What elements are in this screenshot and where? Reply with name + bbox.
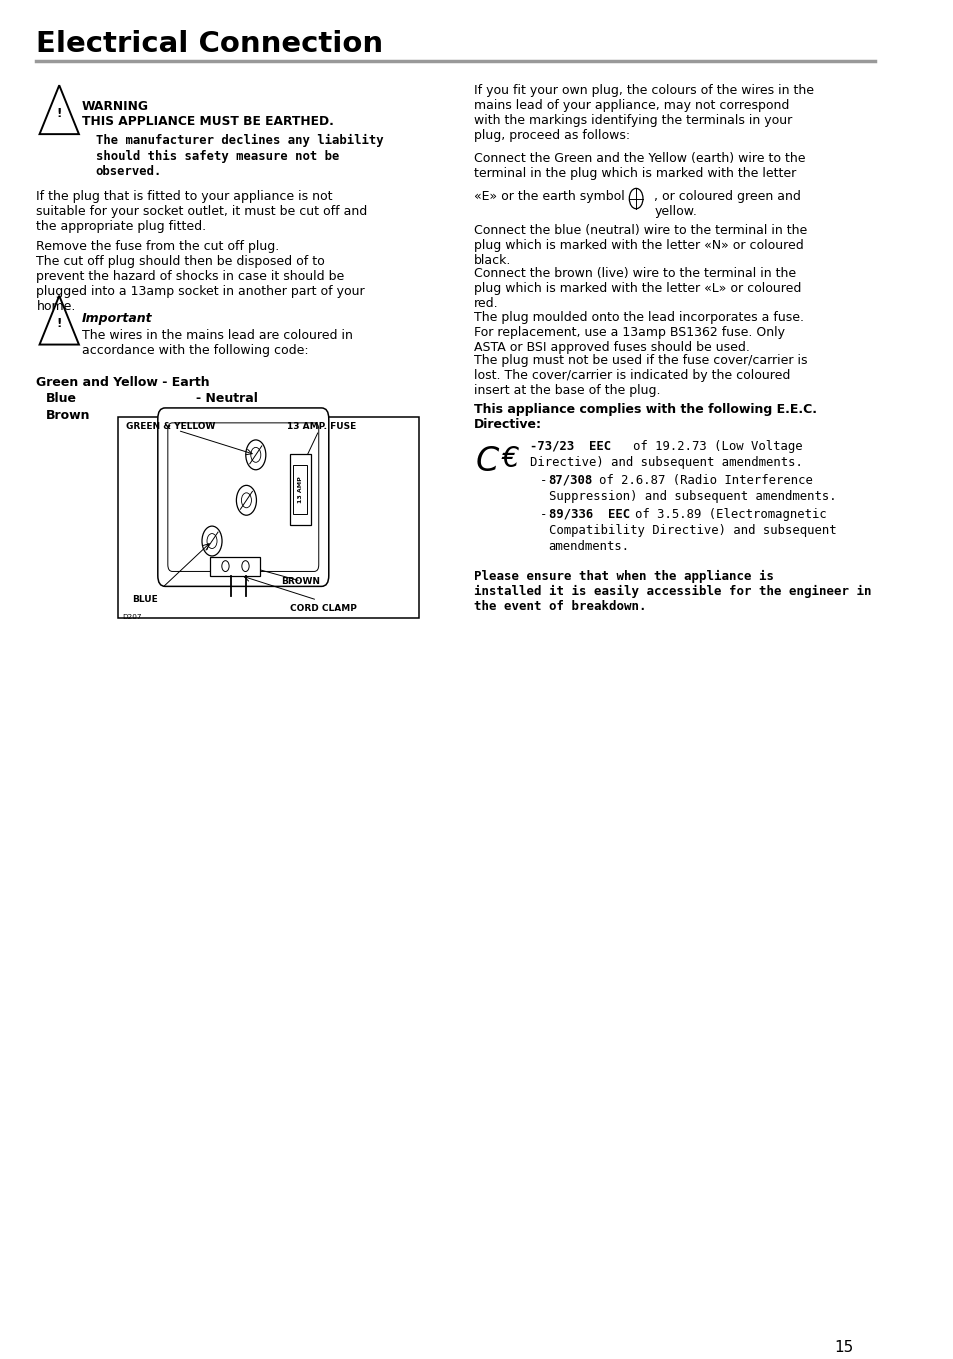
- Text: Suppression) and subsequent amendments.: Suppression) and subsequent amendments.: [548, 491, 836, 503]
- Text: 13 AMP: 13 AMP: [297, 476, 302, 503]
- Bar: [290, 454, 311, 525]
- Text: WARNING: WARNING: [82, 101, 149, 113]
- Text: 13 AMP. FUSE: 13 AMP. FUSE: [287, 423, 356, 431]
- FancyBboxPatch shape: [157, 408, 329, 586]
- Text: GREEN & YELLOW: GREEN & YELLOW: [126, 423, 215, 431]
- Text: €: €: [500, 446, 518, 473]
- Text: Green and Yellow - Earth: Green and Yellow - Earth: [36, 376, 210, 389]
- Text: Directive) and subsequent amendments.: Directive) and subsequent amendments.: [530, 457, 802, 469]
- Text: !: !: [56, 317, 62, 330]
- Text: Connect the blue (neutral) wire to the terminal in the
plug which is marked with: Connect the blue (neutral) wire to the t…: [474, 224, 806, 266]
- Text: CORD CLAMP: CORD CLAMP: [290, 605, 356, 613]
- Text: Brown: Brown: [46, 409, 90, 421]
- Text: -73/23  EEC: -73/23 EEC: [530, 440, 611, 453]
- Text: This appliance complies with the following E.E.C.
Directive:: This appliance complies with the followi…: [474, 404, 816, 431]
- Text: Connect the Green and the Yellow (earth) wire to the
terminal in the plug which : Connect the Green and the Yellow (earth)…: [474, 152, 804, 179]
- Text: BLUE: BLUE: [132, 595, 158, 603]
- Text: Compatibility Directive) and subsequent: Compatibility Directive) and subsequent: [548, 525, 836, 537]
- Text: Important: Important: [82, 313, 152, 325]
- Text: of 19.2.73 (Low Voltage: of 19.2.73 (Low Voltage: [633, 440, 802, 453]
- Text: «E» or the earth symbol: «E» or the earth symbol: [474, 190, 624, 202]
- Text: The cut off plug should then be disposed of to
prevent the hazard of shocks in c: The cut off plug should then be disposed…: [36, 255, 365, 313]
- Text: Please ensure that when the appliance is
installed it is easily accessible for t: Please ensure that when the appliance is…: [474, 571, 870, 613]
- Text: Remove the fuse from the cut off plug.: Remove the fuse from the cut off plug.: [36, 241, 279, 253]
- Text: D207: D207: [122, 614, 141, 620]
- Text: The plug must not be used if the fuse cover/carrier is
lost. The cover/carrier i: The plug must not be used if the fuse co…: [474, 355, 806, 397]
- FancyBboxPatch shape: [168, 423, 318, 571]
- Text: If the plug that is fitted to your appliance is not
suitable for your socket out: If the plug that is fitted to your appli…: [36, 190, 367, 232]
- Text: - Neutral: - Neutral: [195, 393, 257, 405]
- Bar: [293, 465, 307, 514]
- Text: 87/308: 87/308: [548, 474, 592, 487]
- Text: The wires in the mains lead are coloured in
accordance with the following code:: The wires in the mains lead are coloured…: [82, 329, 353, 356]
- Text: -: -: [539, 508, 546, 520]
- Text: Electrical Connection: Electrical Connection: [36, 30, 383, 58]
- Text: The manufacturer declines any liability
should this safety measure not be
observ: The manufacturer declines any liability …: [95, 135, 383, 178]
- Text: of 3.5.89 (Electromagnetic: of 3.5.89 (Electromagnetic: [635, 508, 826, 520]
- Bar: [211, 557, 260, 575]
- Text: THIS APPLIANCE MUST BE EARTHED.: THIS APPLIANCE MUST BE EARTHED.: [82, 116, 334, 128]
- Text: 15: 15: [833, 1340, 852, 1355]
- Text: C: C: [476, 446, 498, 478]
- Text: The plug moulded onto the lead incorporates a fuse.
For replacement, use a 13amp: The plug moulded onto the lead incorpora…: [474, 311, 803, 353]
- Text: of 2.6.87 (Radio Interference: of 2.6.87 (Radio Interference: [598, 474, 812, 487]
- Text: If you fit your own plug, the colours of the wires in the
mains lead of your app: If you fit your own plug, the colours of…: [474, 84, 813, 143]
- Text: - Live: - Live: [195, 409, 233, 421]
- Text: -: -: [539, 474, 546, 487]
- Text: 89/336  EEC: 89/336 EEC: [548, 508, 629, 520]
- Text: BROWN: BROWN: [280, 578, 319, 586]
- Text: Blue: Blue: [46, 393, 76, 405]
- Text: amendments.: amendments.: [548, 541, 629, 553]
- Text: !: !: [56, 107, 62, 120]
- Text: , or coloured green and
yellow.: , or coloured green and yellow.: [654, 190, 801, 217]
- Text: Connect the brown (live) wire to the terminal in the
plug which is marked with t: Connect the brown (live) wire to the ter…: [474, 268, 801, 310]
- Bar: [118, 417, 418, 618]
